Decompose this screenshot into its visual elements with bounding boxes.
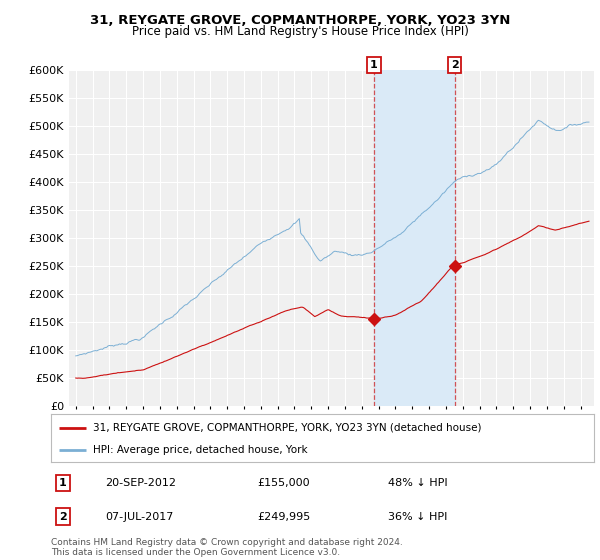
Text: 07-JUL-2017: 07-JUL-2017 bbox=[106, 512, 173, 521]
Bar bbox=[374, 70, 455, 406]
Text: £249,995: £249,995 bbox=[257, 512, 311, 521]
Text: 31, REYGATE GROVE, COPMANTHORPE, YORK, YO23 3YN (detached house): 31, REYGATE GROVE, COPMANTHORPE, YORK, Y… bbox=[94, 423, 482, 433]
Text: 1: 1 bbox=[59, 478, 67, 488]
Text: HPI: Average price, detached house, York: HPI: Average price, detached house, York bbox=[94, 445, 308, 455]
Text: Price paid vs. HM Land Registry's House Price Index (HPI): Price paid vs. HM Land Registry's House … bbox=[131, 25, 469, 38]
Text: £155,000: £155,000 bbox=[257, 478, 310, 488]
Text: 20-SEP-2012: 20-SEP-2012 bbox=[106, 478, 176, 488]
Text: 2: 2 bbox=[59, 512, 67, 521]
Text: 48% ↓ HPI: 48% ↓ HPI bbox=[388, 478, 447, 488]
Text: 36% ↓ HPI: 36% ↓ HPI bbox=[388, 512, 447, 521]
Text: 1: 1 bbox=[370, 60, 378, 70]
Text: 2: 2 bbox=[451, 60, 458, 70]
Text: 31, REYGATE GROVE, COPMANTHORPE, YORK, YO23 3YN: 31, REYGATE GROVE, COPMANTHORPE, YORK, Y… bbox=[90, 14, 510, 27]
Text: Contains HM Land Registry data © Crown copyright and database right 2024.
This d: Contains HM Land Registry data © Crown c… bbox=[51, 538, 403, 557]
